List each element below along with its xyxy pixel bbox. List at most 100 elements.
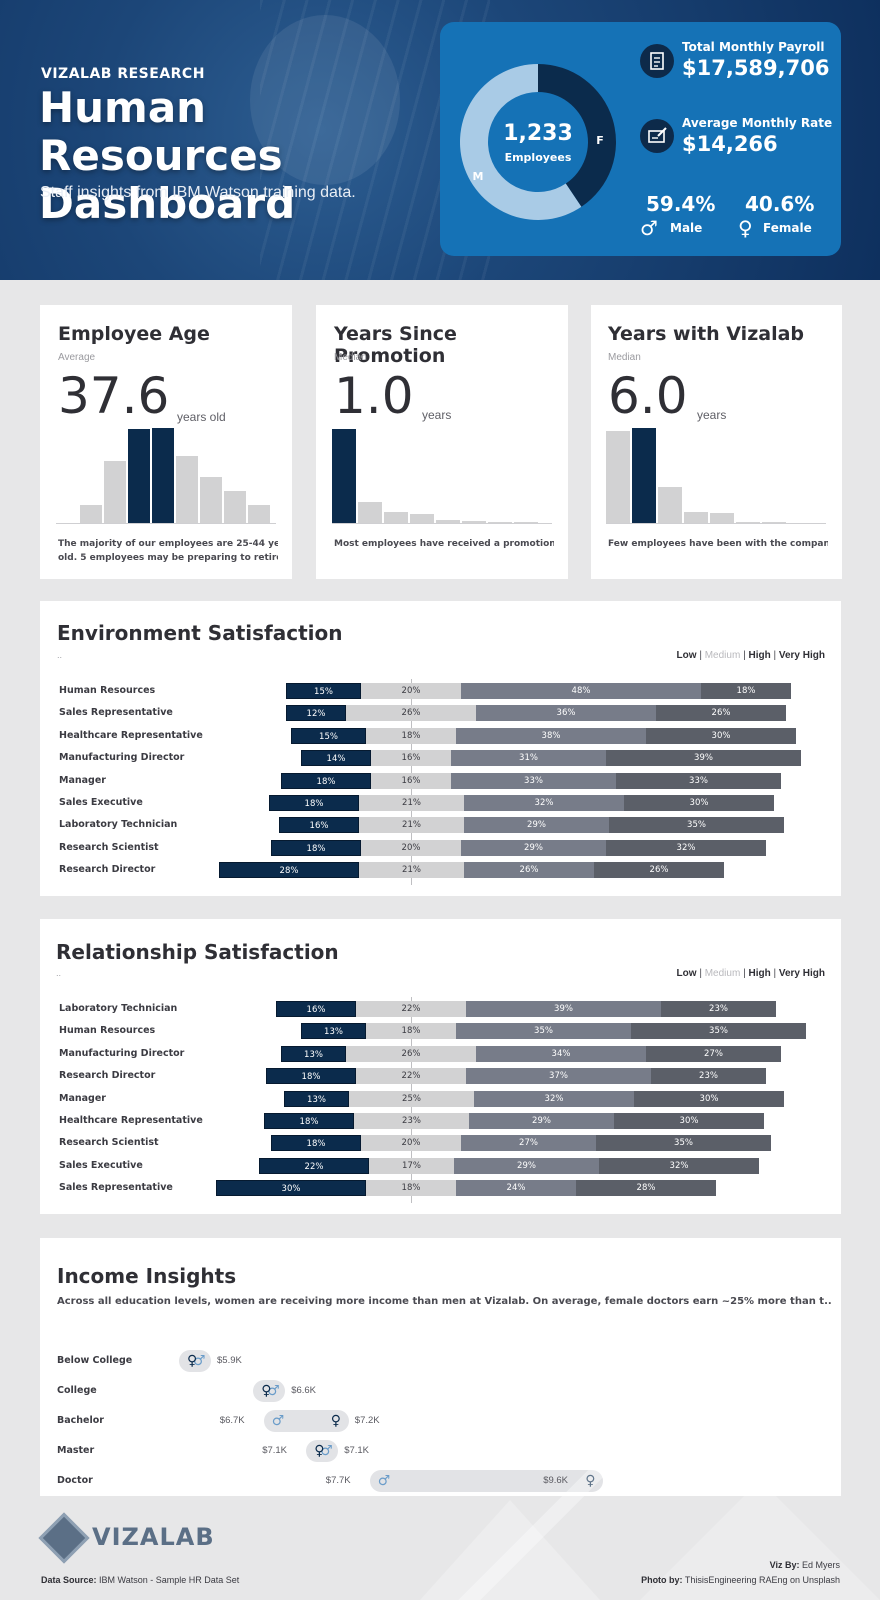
segment-high: 29% [469, 1113, 614, 1129]
age-title: Employee Age [58, 323, 210, 345]
row-label: Sales Executive [59, 797, 143, 808]
segment-low: 18% [266, 1068, 356, 1085]
histogram-bar [248, 505, 270, 523]
age-note-line1: The majority of our employees are 25-44 … [58, 539, 278, 549]
segment-high: 48% [461, 683, 701, 699]
segment-low: 30% [216, 1180, 366, 1197]
age-note-line2: old. 5 employees may be preparing to ret… [58, 553, 278, 563]
female-income-marker: ♀ [314, 1440, 324, 1462]
row-label: Laboratory Technician [59, 1003, 178, 1014]
row-label: Sales Executive [59, 1159, 143, 1171]
histogram-bar [658, 487, 682, 523]
row-label: Research Scientist [59, 1137, 159, 1149]
segment-medium: 21% [359, 795, 464, 811]
segment-veryhigh: 30% [646, 727, 796, 744]
env-legend: Low | Medium | High | Very High [677, 650, 825, 661]
legend-sep: | [699, 650, 702, 661]
age-histogram [56, 425, 276, 524]
female-income-label: $7.1K [344, 1440, 369, 1462]
segment-high: 26% [464, 862, 594, 879]
segment-veryhigh: 35% [596, 1135, 771, 1152]
donut-label: Employees [505, 151, 572, 164]
row-label: Healthcare Representative [59, 1115, 203, 1126]
histogram-bar [710, 513, 734, 523]
legend-low: Low [676, 968, 697, 979]
row-label: Research Director [59, 864, 156, 876]
histogram-bar [80, 505, 102, 523]
donut-male-arc [460, 64, 582, 220]
legend-low: Low [676, 650, 697, 661]
histogram-baseline [56, 523, 276, 524]
row-label: Laboratory Technician [59, 819, 178, 831]
segment-high: 29% [454, 1157, 599, 1174]
legend-sep: | [699, 968, 702, 979]
segment-low: 22% [259, 1157, 369, 1174]
segment-medium: 20% [361, 1135, 461, 1152]
histogram-bar [436, 520, 460, 523]
footer-background [0, 1370, 880, 1600]
segment-high: 29% [464, 817, 609, 834]
promotion-value: 1.0 [334, 367, 414, 425]
rate-value: $14,266 [682, 132, 778, 156]
income-range-pill [263, 1410, 349, 1432]
female-label: Female [763, 221, 812, 235]
histogram-bar [462, 521, 486, 523]
viz-by-value: Ed Myers [801, 1560, 840, 1570]
female-income-marker: ♀ [261, 1380, 271, 1402]
vizalab-logo-text: VIZALAB [92, 1523, 215, 1551]
histogram-bar [332, 429, 356, 523]
income-row-label: Bachelor [57, 1415, 104, 1426]
histogram-bar [514, 522, 538, 523]
segment-veryhigh: 35% [631, 1023, 806, 1040]
page-title-line2: Dashboard [39, 179, 296, 228]
segment-low: 14% [301, 750, 371, 767]
segment-medium: 18% [366, 1023, 456, 1040]
segment-high: 35% [456, 1023, 631, 1040]
male-income-label: $7.1K [262, 1440, 287, 1462]
legend-sep: | [773, 650, 777, 661]
segment-high: 33% [451, 772, 616, 789]
segment-veryhigh: 30% [624, 795, 774, 811]
segment-high: 37% [466, 1068, 651, 1085]
segment-low: 18% [264, 1113, 354, 1129]
payroll-label: Total Monthly Payroll [682, 40, 825, 54]
environment-satisfaction-card: Environment Satisfaction .. Low | Medium… [40, 601, 841, 896]
segment-veryhigh: 32% [606, 839, 766, 856]
page-title: Human Resources Dashboard [39, 84, 439, 228]
hero-banner: VIZALAB RESEARCH Human Resources Dashboa… [0, 0, 880, 280]
male-income-marker: ♂ [272, 1410, 285, 1432]
promotion-note: Most employees have received a promotion… [334, 539, 554, 549]
tenure-value: 6.0 [608, 367, 688, 425]
segment-veryhigh: 23% [661, 1001, 776, 1017]
segment-medium: 23% [354, 1113, 469, 1129]
female-percent: 40.6% [745, 192, 815, 216]
segment-low: 18% [271, 1135, 361, 1152]
legend-sep: | [743, 968, 746, 979]
histogram-baseline [606, 523, 826, 524]
segment-veryhigh: 32% [599, 1157, 759, 1174]
segment-low: 13% [301, 1023, 366, 1040]
segment-veryhigh: 26% [594, 862, 724, 879]
donut-female-label: F [596, 134, 604, 147]
payroll-value: $17,589,706 [682, 56, 830, 80]
histogram-bar [128, 429, 150, 523]
histogram-bar [200, 477, 222, 523]
age-value: 37.6 [58, 367, 170, 425]
age-note: The majority of our employees are 25-44 … [58, 537, 278, 565]
segment-high: 27% [461, 1135, 596, 1152]
row-label: Manufacturing Director [59, 1047, 185, 1059]
tenure-unit: years [697, 408, 727, 422]
segment-veryhigh: 18% [701, 683, 791, 699]
env-ellipsis: .. [57, 651, 63, 660]
segment-medium: 18% [366, 727, 456, 744]
segment-veryhigh: 39% [606, 750, 801, 767]
segment-veryhigh: 23% [651, 1068, 766, 1085]
page-subtitle: Staff insights from IBM Watson training … [40, 184, 356, 201]
male-label: Male [670, 221, 703, 235]
hero-photo-figure [250, 15, 400, 185]
legend-medium: Medium [704, 650, 741, 661]
legend-very-high: Very High [778, 968, 825, 979]
segment-low: 18% [269, 795, 359, 811]
segment-medium: 21% [359, 817, 464, 834]
footer-shape [420, 1500, 600, 1600]
